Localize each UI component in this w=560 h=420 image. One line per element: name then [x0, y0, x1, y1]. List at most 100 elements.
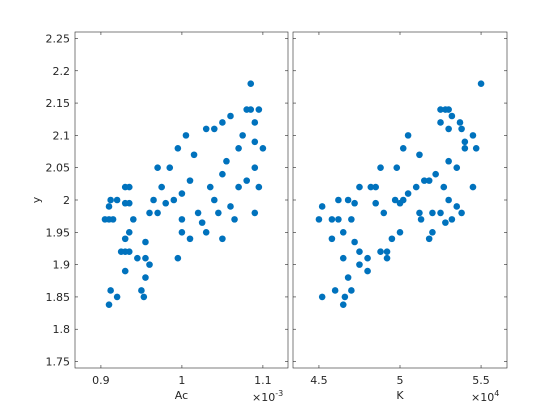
y-tick-label: 2.25 [46, 32, 71, 45]
point [121, 267, 129, 275]
point [377, 248, 384, 255]
point [372, 183, 379, 191]
point [178, 216, 186, 223]
point [412, 183, 420, 191]
x-axis-label: Ac [175, 389, 188, 402]
point [194, 209, 202, 217]
point [219, 119, 226, 126]
x-tick-label: 1 [178, 374, 185, 387]
point [383, 254, 391, 262]
point [356, 261, 363, 268]
point [125, 229, 133, 236]
x-tick-label: 0.9 [92, 374, 110, 387]
point [231, 216, 238, 223]
point [416, 151, 423, 159]
y-axis-label: y [30, 196, 43, 203]
point [107, 196, 114, 204]
point [417, 216, 425, 223]
point [121, 235, 129, 243]
point [456, 119, 464, 126]
point [445, 125, 452, 133]
point [138, 287, 145, 294]
point [469, 132, 477, 139]
point [331, 287, 339, 294]
point [206, 183, 214, 191]
point [445, 196, 452, 204]
point [239, 132, 246, 139]
point [318, 293, 326, 301]
point [461, 145, 469, 152]
point [198, 219, 206, 226]
point [125, 248, 133, 255]
point [421, 177, 428, 184]
point [142, 254, 149, 262]
point [437, 209, 444, 217]
point [404, 190, 412, 197]
point [146, 209, 153, 217]
point [425, 177, 433, 184]
point [235, 145, 242, 152]
point [186, 235, 194, 243]
point [461, 138, 469, 146]
point [458, 125, 465, 133]
point [227, 112, 234, 120]
point [223, 157, 230, 165]
point [364, 254, 371, 262]
point [247, 80, 255, 87]
point [251, 119, 259, 126]
point [219, 235, 226, 243]
point [416, 209, 423, 217]
point [356, 183, 363, 191]
point [404, 132, 412, 139]
point [113, 196, 121, 204]
point [105, 301, 113, 308]
point [140, 293, 148, 301]
point [372, 199, 379, 207]
point [425, 235, 433, 243]
point [445, 157, 452, 165]
point [315, 216, 323, 223]
y-tick-label: 1.85 [46, 291, 71, 304]
point [125, 199, 133, 207]
x-tick-label: 1.1 [254, 374, 272, 387]
point [182, 132, 190, 139]
point [356, 248, 363, 255]
point [367, 183, 375, 191]
point [105, 203, 113, 210]
point [445, 106, 452, 113]
point [170, 196, 178, 204]
point [259, 145, 267, 152]
point [107, 287, 114, 294]
point [235, 183, 242, 191]
point [335, 196, 342, 204]
point [380, 209, 388, 217]
point [429, 229, 436, 236]
point [142, 238, 149, 246]
point [125, 183, 133, 191]
point [453, 164, 461, 171]
point [251, 164, 259, 171]
point [453, 203, 461, 210]
point [142, 274, 149, 281]
x-exponent-base: ×10 [471, 391, 494, 404]
y-tick-label: 1.75 [46, 356, 71, 369]
x-exponent-power: 4 [494, 389, 499, 398]
point [399, 145, 407, 152]
point [432, 170, 439, 178]
y-tick-label: 2 [63, 194, 70, 207]
point [458, 209, 465, 217]
point [364, 267, 371, 275]
y-tick-label: 2.15 [46, 97, 71, 110]
point [113, 293, 121, 301]
point [344, 196, 352, 204]
point [174, 254, 182, 262]
point [396, 229, 404, 236]
point [351, 238, 358, 246]
point [215, 209, 222, 217]
point [251, 209, 259, 217]
point [469, 183, 477, 191]
point [399, 196, 407, 204]
y-tick-label: 1.9 [53, 259, 71, 272]
point [109, 216, 117, 223]
